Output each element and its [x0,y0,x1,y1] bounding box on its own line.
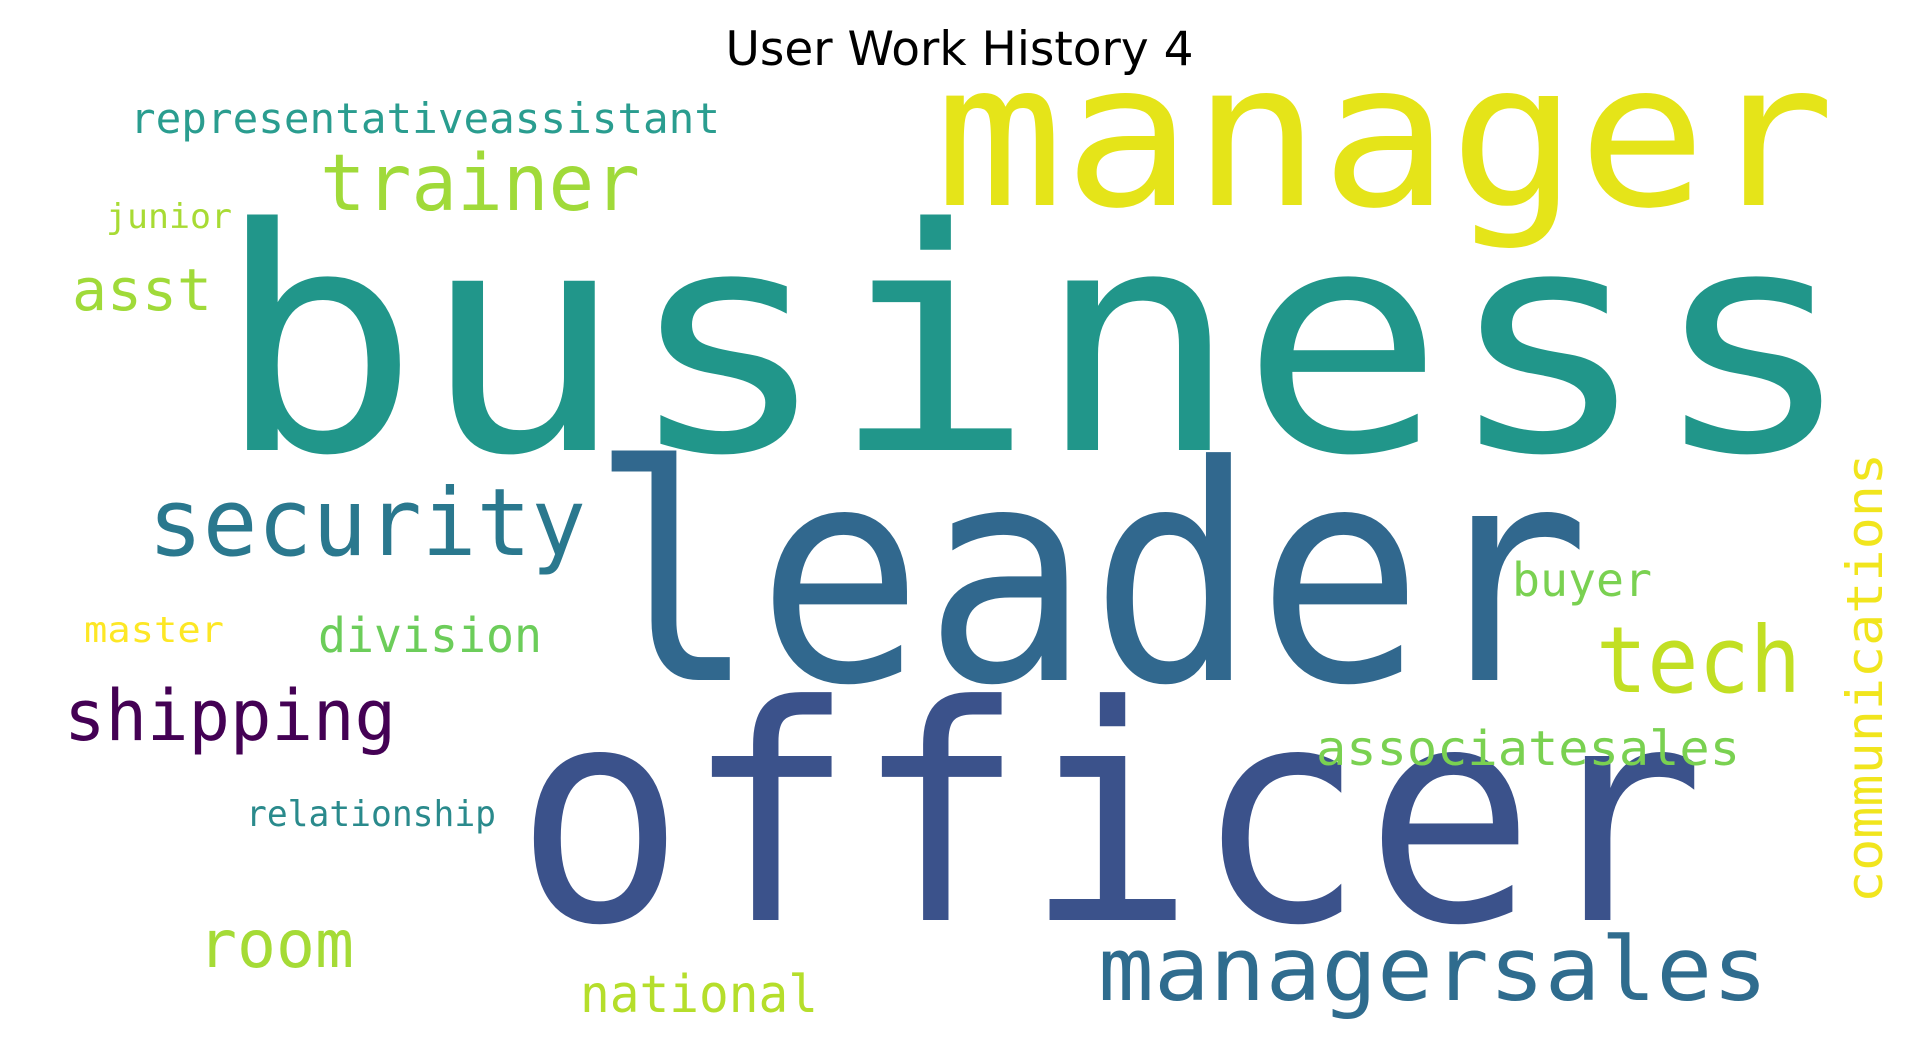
word-shipping: shipping [64,675,396,757]
word-relationship: relationship [246,794,496,835]
word-buyer: buyer [1512,553,1652,607]
word-business: business [215,163,1855,524]
word-national: national [580,965,818,1025]
word-manager: manager [935,20,1835,253]
word-asst: asst [72,256,212,324]
word-trainer: trainer [320,139,640,229]
word-division: division [318,608,542,664]
word-junior: junior [106,197,232,237]
chart-title: User Work History 4 [725,22,1194,77]
word-security: security [148,469,586,578]
word-room: room [198,906,354,983]
word-leader: leader [590,402,1590,751]
word-associatesales: associatesales [1316,721,1740,777]
word-master: master [84,610,224,651]
word-communications: communications [1836,453,1894,903]
word-representativeassistant: representativeassistant [130,94,720,143]
word-tech: tech [1596,607,1801,714]
word-managersales: managersales [1098,918,1768,1021]
word-officer: officer [515,642,1705,991]
